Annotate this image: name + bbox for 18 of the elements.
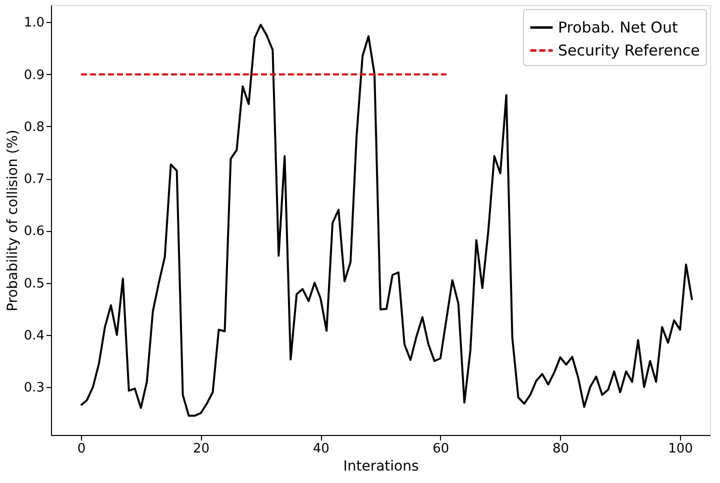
x-tick-label: 40 bbox=[312, 442, 330, 456]
y-tick-label: 0.5 bbox=[24, 276, 44, 292]
x-tick-label: 80 bbox=[552, 442, 569, 456]
y-tick-label: 0.6 bbox=[24, 224, 44, 240]
legend-label: Probab. Net Out bbox=[558, 18, 678, 36]
legend-label: Security Reference bbox=[558, 42, 700, 60]
x-tick-label: 60 bbox=[432, 442, 450, 456]
x-tick-label: 0 bbox=[77, 442, 86, 456]
y-tick-label: 0.3 bbox=[24, 380, 44, 396]
y-tick-label: 0.9 bbox=[24, 68, 44, 83]
x-axis-title: Interations bbox=[343, 458, 419, 474]
x-tick-label: 20 bbox=[193, 442, 210, 456]
y-tick-label: 0.7 bbox=[24, 172, 44, 188]
y-tick-label: 0.4 bbox=[24, 328, 44, 344]
y-tick-label: 0.8 bbox=[24, 120, 44, 135]
x-tick-label: 100 bbox=[668, 442, 693, 456]
y-tick-label: 1.0 bbox=[24, 16, 44, 31]
y-axis-title: Probability of collision (%) bbox=[4, 130, 21, 312]
